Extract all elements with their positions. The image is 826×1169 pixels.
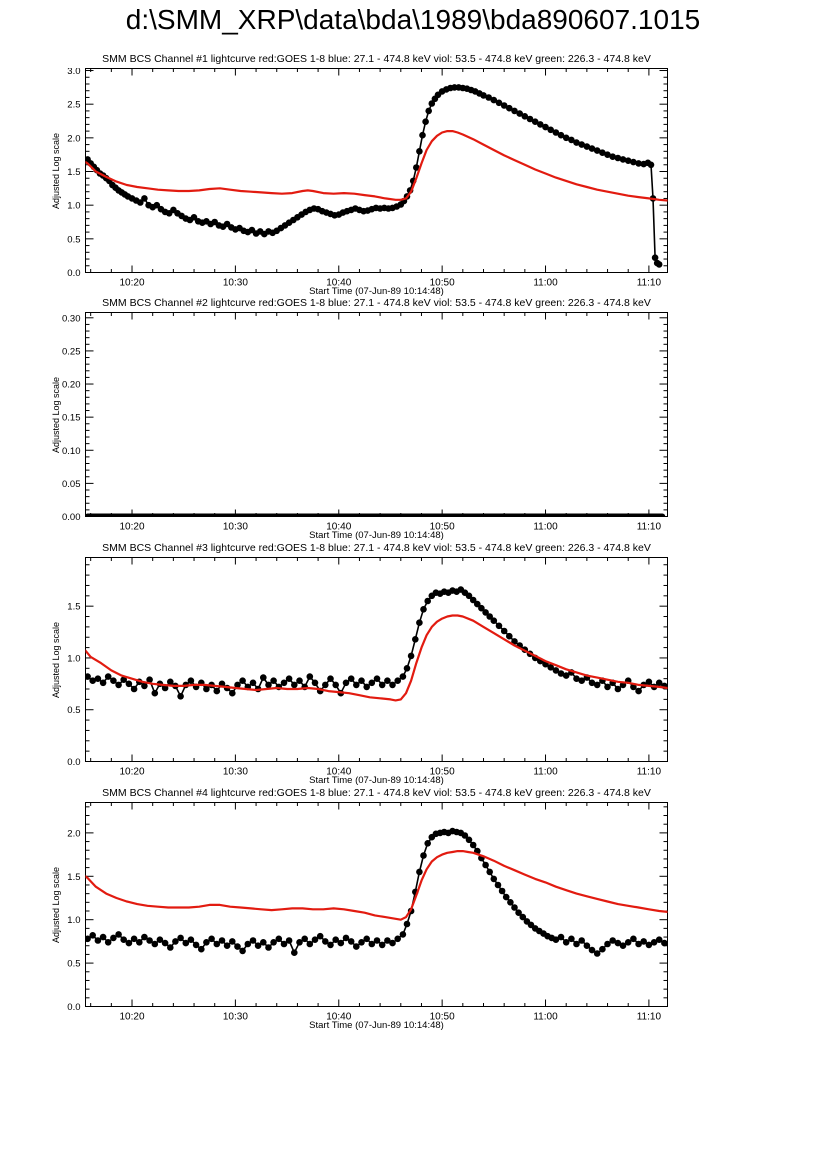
y-tick-label: 1.5 [67,167,80,178]
lightcurve-plot-1: 10:20 10:30 10:40 10:50 11:00 11:10 0.0 0.5 1.0 1… [67,68,668,289]
series-bcs-black [85,84,663,268]
x-tick-label: 10:30 [223,522,248,533]
x-tick-label: 11:00 [533,278,558,289]
y-tick-label: 2.5 [67,100,80,111]
x-tick-label: 11:00 [533,522,558,533]
chart-4-xlabel: Start Time (07-Jun-89 10:14:48) [309,1020,444,1031]
y-tick-label: 0.20 [62,380,81,391]
lightcurve-plot-3: 10:20 10:30 10:40 10:50 11:00 11:10 0.0 0.5 1.0 1… [67,557,668,778]
x-tick-label: 10:20 [120,278,145,289]
y-tick-label: 0.05 [62,479,81,490]
y-tick-label: 1.5 [67,602,80,613]
y-tick-label: 0.30 [62,313,81,324]
x-tick-label: 10:50 [430,522,455,533]
axes-frame [85,68,668,273]
lightcurve-plot-2: 10:20 10:30 10:40 10:50 11:00 11:10 0.00 0.05 0.… [62,312,668,533]
y-tick-label: 0.10 [62,446,81,457]
x-tick-label: 11:00 [533,767,558,778]
series-goes-red [85,850,668,921]
y-tick-label: 2.0 [67,133,80,144]
series-goes-red [85,614,668,702]
x-tick-label: 10:40 [326,278,351,289]
x-tick-label: 10:30 [223,278,248,289]
tick-labels: 10:20 10:30 10:40 10:50 11:00 11:10 0.00 0.05 0.… [62,313,661,532]
x-tick-label: 11:10 [637,522,662,533]
tick-labels: 10:20 10:30 10:40 10:50 11:00 11:10 0.0 0.5 1.0 1… [67,828,661,1022]
y-tick-label: 1.0 [67,201,80,212]
x-tick-label: 11:00 [533,1012,558,1023]
series-bcs-black [85,827,668,957]
x-tick-label: 10:50 [430,1012,455,1023]
x-tick-label: 10:40 [326,1012,351,1023]
tick-labels: 10:20 10:30 10:40 10:50 11:00 11:10 0.0 0.5 1.0 1… [67,602,661,778]
tick-marks [85,557,668,762]
axes-frame [85,312,668,517]
x-tick-label: 10:20 [120,522,145,533]
y-tick-label: 0.0 [67,268,80,279]
chart-2-xlabel: Start Time (07-Jun-89 10:14:48) [309,530,444,541]
x-tick-label: 10:30 [223,767,248,778]
x-tick-label: 10:50 [430,278,455,289]
chart-2-header: SMM BCS Channel #2 lightcurve red:GOES 1… [102,297,651,309]
chart-3-header: SMM BCS Channel #3 lightcurve red:GOES 1… [102,542,651,554]
chart-4-header: SMM BCS Channel #4 lightcurve red:GOES 1… [102,787,651,799]
chart-1-header: SMM BCS Channel #1 lightcurve red:GOES 1… [102,53,651,65]
x-tick-label: 10:50 [430,767,455,778]
axes-frame [85,802,668,1007]
y-tick-label: 0.0 [67,1002,80,1013]
x-tick-label: 10:40 [326,522,351,533]
tick-marks [85,68,668,273]
y-tick-label: 0.5 [67,234,80,245]
tick-marks [85,312,668,517]
chart-1-xlabel: Start Time (07-Jun-89 10:14:48) [309,286,444,297]
x-tick-label: 11:10 [637,767,662,778]
file-path-title: d:\SMM_XRP\data\bda\1989\bda890607.1015 [125,4,701,35]
y-tick-label: 0.5 [67,705,80,716]
lightcurve-plot-4: 10:20 10:30 10:40 10:50 11:00 11:10 0.0 0.5 1.0 1… [67,802,668,1023]
tick-marks [85,802,668,1007]
y-tick-label: 0.0 [67,757,80,768]
x-tick-label: 11:10 [637,278,662,289]
y-tick-label: 1.0 [67,653,80,664]
x-tick-label: 10:40 [326,767,351,778]
tick-labels: 10:20 10:30 10:40 10:50 11:00 11:10 0.0 0.5 1.0 1… [67,68,661,289]
x-tick-label: 10:20 [120,1012,145,1023]
y-tick-label: 1.0 [67,915,80,926]
y-tick-label: 2.0 [67,828,80,839]
y-tick-label: 0.5 [67,959,80,970]
axes-frame [85,557,668,762]
x-tick-label: 10:30 [223,1012,248,1023]
y-tick-label: 1.5 [67,872,80,883]
chart-3-xlabel: Start Time (07-Jun-89 10:14:48) [309,775,444,786]
x-tick-label: 10:20 [120,767,145,778]
y-tick-label: 0.00 [62,512,81,523]
series-goes-red [85,130,668,202]
y-tick-label: 3.0 [67,68,80,77]
series-bcs-black [85,586,668,700]
y-tick-label: 0.15 [62,413,81,424]
y-tick-label: 0.25 [62,346,81,357]
x-tick-label: 11:10 [637,1012,662,1023]
